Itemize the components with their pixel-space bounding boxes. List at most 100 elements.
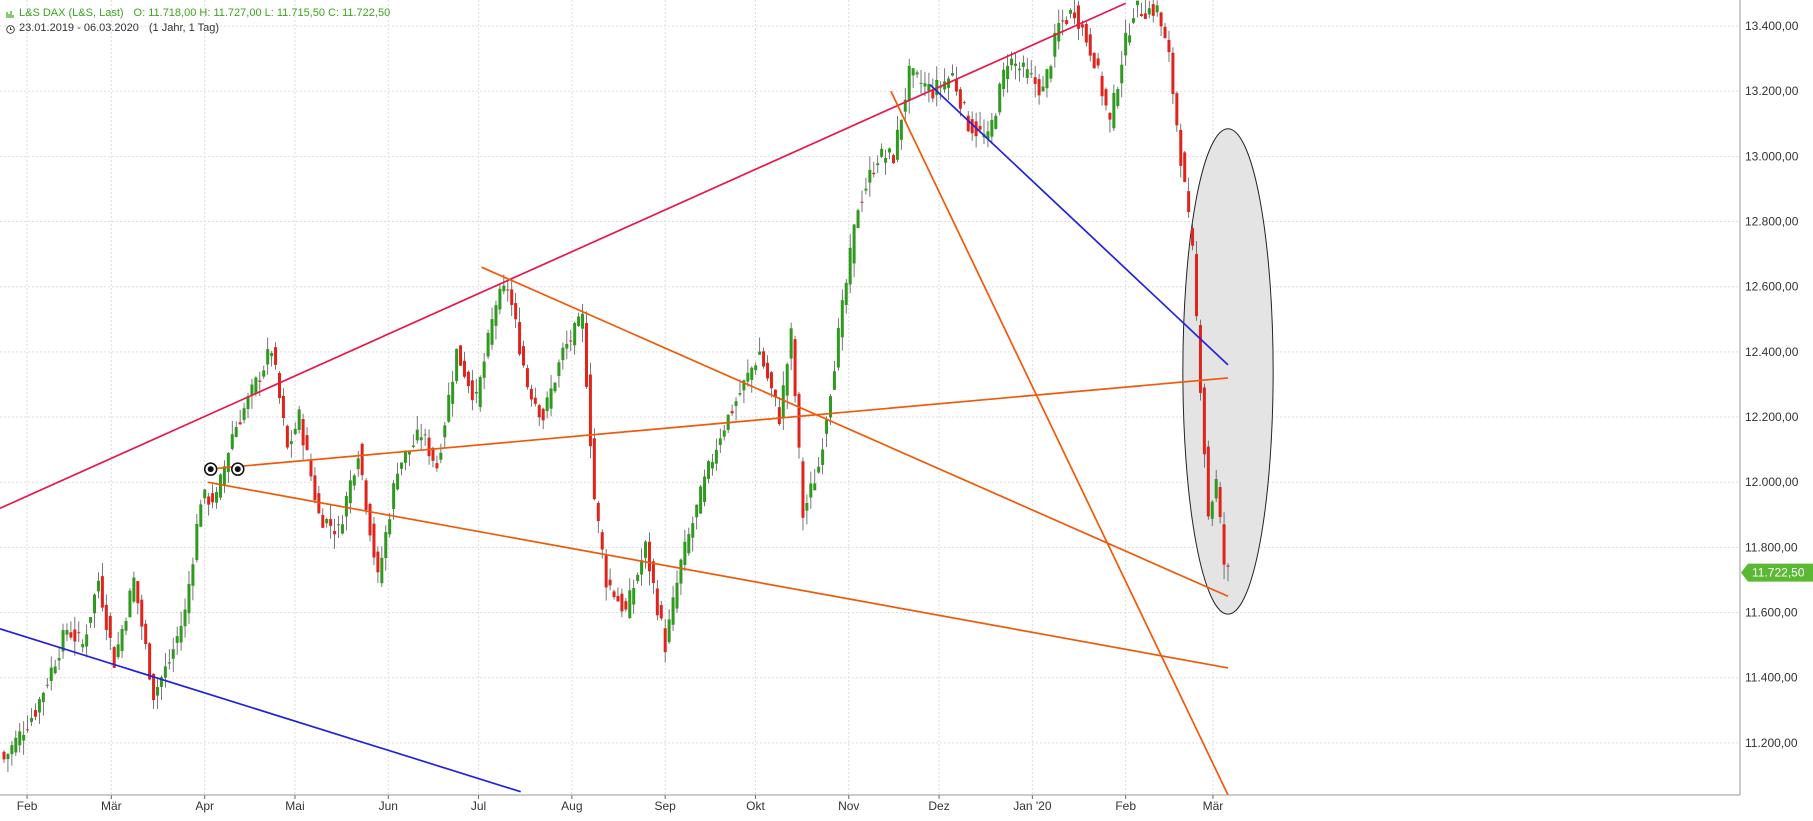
candle — [234, 421, 238, 438]
candle — [769, 370, 773, 398]
candle — [588, 362, 592, 458]
candle — [175, 626, 179, 655]
candle — [813, 468, 817, 491]
candle — [250, 378, 254, 409]
candle — [218, 473, 222, 501]
candle — [706, 459, 710, 484]
candle — [506, 281, 510, 302]
candle — [1210, 500, 1214, 526]
y-tick-label: 13.000,00 — [1745, 149, 1799, 163]
candle — [659, 600, 663, 621]
candle — [1183, 151, 1187, 183]
candle — [872, 161, 876, 178]
trendline[interactable] — [207, 481, 1229, 669]
candle — [96, 572, 100, 599]
candle — [726, 414, 730, 433]
candle — [462, 351, 466, 379]
candle — [439, 443, 443, 464]
candle — [18, 723, 22, 753]
candle — [777, 397, 781, 426]
y-tick-label: 12.000,00 — [1745, 475, 1799, 489]
candle — [1006, 54, 1010, 93]
candle — [998, 82, 1002, 116]
candle — [1002, 62, 1006, 97]
candle — [644, 540, 648, 569]
candle — [447, 382, 451, 424]
candle — [443, 421, 447, 448]
trendline[interactable] — [0, 628, 521, 793]
candle — [695, 504, 699, 530]
candle — [943, 68, 947, 93]
candle — [888, 147, 892, 160]
candle — [789, 322, 793, 371]
date-range: 23.01.2019 - 06.03.2020 — [19, 22, 139, 34]
candle — [85, 624, 89, 658]
candle — [372, 516, 376, 566]
candle — [140, 594, 144, 641]
candle — [584, 311, 588, 389]
candle — [498, 284, 502, 315]
x-tick-label: Mär — [1203, 799, 1224, 813]
candle — [895, 115, 899, 162]
candle — [1053, 23, 1057, 68]
candle — [1116, 86, 1120, 109]
candle — [1222, 512, 1226, 580]
candle — [77, 621, 81, 643]
candle — [994, 113, 998, 130]
candle — [242, 403, 246, 424]
candle — [801, 457, 805, 531]
trendline[interactable] — [481, 266, 1229, 598]
candle — [1069, 8, 1073, 19]
candle — [518, 307, 522, 356]
y-tick-label: 11.400,00 — [1745, 671, 1798, 685]
candle — [876, 155, 880, 174]
x-tick-label: Jun — [379, 799, 398, 813]
candle — [911, 67, 915, 88]
candle — [840, 289, 844, 351]
x-tick-label: Jul — [471, 799, 486, 813]
candle — [860, 190, 864, 213]
candle — [927, 72, 931, 103]
candle — [1041, 75, 1045, 92]
trendline[interactable] — [0, 2, 1127, 510]
candle — [277, 371, 281, 404]
trendline[interactable] — [929, 84, 1229, 366]
candle — [1187, 177, 1191, 218]
trendline[interactable] — [890, 90, 1229, 796]
candle — [880, 143, 884, 159]
candle — [61, 623, 65, 659]
candle — [136, 580, 140, 615]
candle — [297, 405, 301, 434]
candle — [970, 111, 974, 141]
candle — [986, 121, 990, 148]
candle — [144, 619, 148, 650]
candle — [478, 375, 482, 412]
trendline-handles[interactable] — [203, 462, 245, 476]
candle — [262, 365, 266, 379]
candle — [93, 593, 97, 628]
candle — [415, 416, 419, 444]
candle — [569, 329, 573, 352]
candle — [651, 558, 655, 595]
candle — [30, 708, 34, 726]
candle — [368, 502, 372, 542]
candle — [514, 292, 518, 328]
candle — [982, 119, 986, 145]
candle — [1112, 84, 1116, 132]
trendlines[interactable] — [0, 2, 1229, 796]
y-tick-label: 13.200,00 — [1745, 84, 1799, 98]
candle — [183, 598, 187, 638]
candle — [305, 427, 309, 451]
candle — [612, 589, 616, 600]
x-tick-label: Aug — [561, 799, 582, 813]
candle — [108, 612, 112, 651]
candle — [10, 741, 14, 766]
trendline[interactable] — [207, 377, 1229, 471]
candle — [1037, 73, 1041, 105]
candle — [124, 617, 128, 636]
candle — [884, 149, 888, 175]
candle — [1092, 52, 1096, 69]
candle — [100, 562, 104, 612]
